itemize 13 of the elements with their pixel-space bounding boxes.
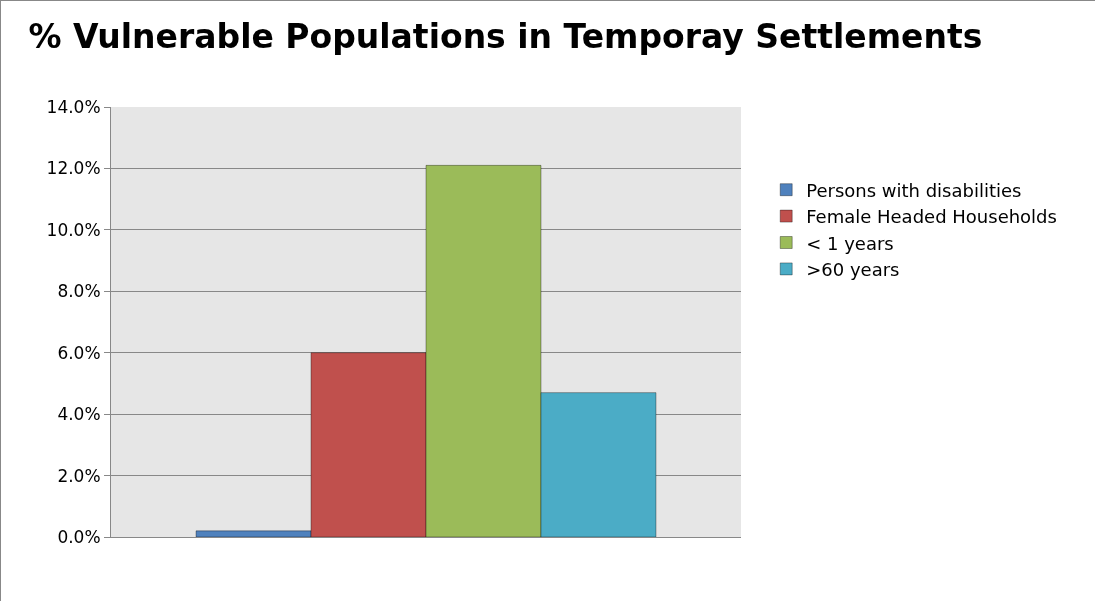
chart-title: % Vulnerable Populations in Temporay Settlements	[28, 17, 983, 57]
y-tick-label: 12.0%	[46, 158, 101, 179]
legend-label: Female Headed Households	[806, 206, 1057, 228]
y-tick-label: 0.0%	[57, 526, 101, 547]
legend-label: < 1 years	[806, 232, 894, 254]
legend-label: >60 years	[806, 258, 900, 280]
y-tick-label: 2.0%	[57, 465, 101, 486]
legend-label: Persons with disabilities	[806, 179, 1022, 201]
y-tick-label: 14.0%	[46, 96, 101, 117]
y-tick-label: 6.0%	[57, 342, 101, 363]
y-tick-label: 8.0%	[57, 281, 101, 302]
y-tick-label: 4.0%	[57, 404, 101, 425]
y-tick-label: 10.0%	[46, 219, 101, 240]
